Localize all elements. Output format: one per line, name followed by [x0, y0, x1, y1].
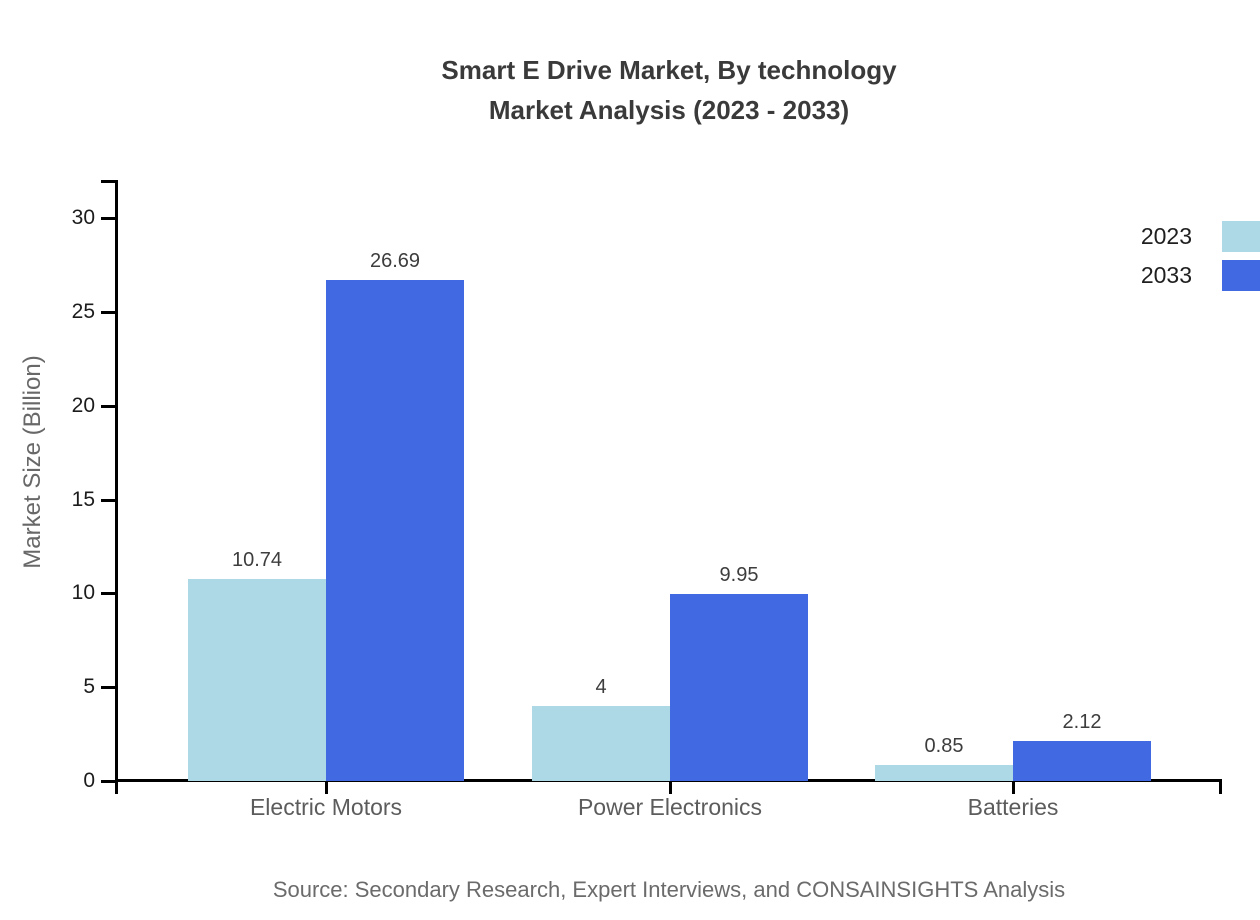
bar-2033-power-electronics: [670, 594, 808, 781]
y-tick: [101, 404, 115, 408]
legend-swatch: [1222, 260, 1260, 291]
x-category-label: Power Electronics: [577, 794, 763, 820]
y-tick: [101, 217, 115, 220]
y-tick: [101, 780, 115, 783]
legend-item-2023: 2023: [1141, 221, 1260, 252]
chart-title-line1: Smart E Drive Market, By technology: [441, 55, 897, 85]
x-axis-right-end-tick: [1219, 782, 1222, 794]
chart-title-line2: Market Analysis (2023 - 2033): [488, 95, 850, 125]
y-tick-label: 25: [71, 299, 95, 323]
y-tick: [101, 310, 115, 314]
bar-2033-electric-motors: [326, 280, 464, 781]
y-tick-label: 20: [71, 393, 95, 417]
x-axis-left-end-tick: [115, 782, 118, 794]
y-tick-label: 0: [83, 769, 95, 792]
x-tick: [669, 782, 672, 794]
legend-label: 2023: [1140, 223, 1192, 249]
y-tick: [101, 498, 115, 502]
bar-value-label: 4: [595, 675, 607, 698]
bar-value-label: 10.74: [231, 549, 283, 572]
x-category-label: Batteries: [967, 794, 1059, 820]
bar-2023-power-electronics: [532, 705, 670, 781]
legend-item-2033: 2033: [1141, 260, 1260, 291]
y-tick: [101, 686, 115, 690]
y-axis-end-tick: [101, 180, 115, 183]
y-tick: [101, 592, 115, 596]
bar-value-label: 9.95: [719, 564, 759, 587]
bar-2023-batteries: [875, 765, 1013, 781]
x-tick: [1012, 782, 1015, 794]
y-tick-label: 30: [71, 206, 95, 229]
y-axis-title: Market Size (Billion): [19, 355, 46, 569]
source-note: Source: Secondary Research, Expert Inter…: [272, 877, 1066, 902]
bar-value-label: 26.69: [369, 250, 421, 273]
x-tick: [325, 782, 328, 794]
legend-swatch: [1222, 221, 1260, 252]
legend: 2023 2033: [1141, 221, 1260, 299]
x-category-label: Electric Motors: [249, 794, 403, 820]
y-tick-label: 15: [71, 487, 95, 511]
legend-label: 2033: [1140, 262, 1192, 288]
y-tick-label: 5: [83, 675, 95, 699]
bar-2023-electric-motors: [188, 579, 326, 781]
y-tick-label: 10: [71, 581, 95, 605]
chart-title: Smart E Drive Market, By technology Mark…: [78, 50, 1260, 130]
bar-value-label: 2.12: [1062, 711, 1102, 734]
bar-value-label: 0.85: [924, 735, 964, 758]
bar-2033-batteries: [1013, 741, 1151, 781]
y-axis-line: [115, 180, 118, 784]
